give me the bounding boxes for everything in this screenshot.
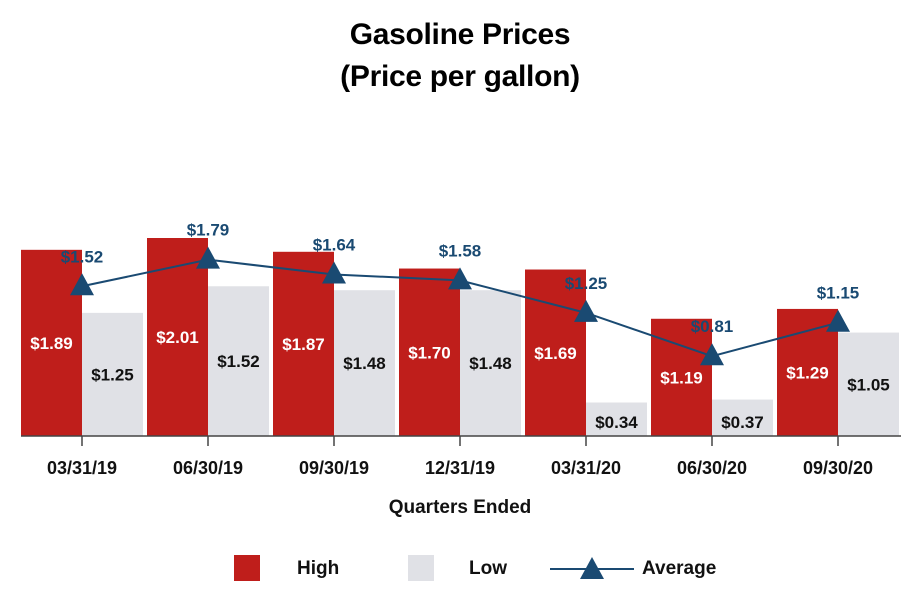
- bar-low: [208, 286, 269, 436]
- bar-low: [82, 312, 143, 436]
- x-tick-label: 06/30/20: [677, 458, 747, 478]
- x-tick-label: 06/30/19: [173, 458, 243, 478]
- legend-low-swatch: [408, 555, 434, 581]
- x-tick-label: 09/30/19: [299, 458, 369, 478]
- x-tick-label: 03/31/19: [47, 458, 117, 478]
- data-label-average: $1.52: [61, 247, 104, 266]
- x-tick-label: 12/31/19: [425, 458, 495, 478]
- data-label-high: $2.01: [156, 328, 199, 347]
- data-label-average: $1.64: [313, 235, 356, 254]
- bar-low: [460, 290, 521, 436]
- bar-low: [838, 332, 899, 436]
- legend-high-swatch: [234, 555, 260, 581]
- bar-high: [21, 249, 82, 436]
- average-marker: [448, 267, 472, 290]
- legend-average-label: Average: [642, 558, 717, 579]
- data-label-average: $1.58: [439, 241, 482, 260]
- data-label-high: $1.70: [408, 343, 451, 362]
- bar-low: [712, 399, 773, 436]
- legend-low-label: Low: [469, 558, 507, 579]
- data-label-low: $1.05: [847, 375, 890, 394]
- data-label-average: $1.25: [565, 274, 608, 293]
- average-marker: [574, 299, 598, 322]
- data-label-high: $1.19: [660, 368, 703, 387]
- data-label-low: $1.48: [343, 354, 386, 373]
- legend-average-marker: [550, 557, 634, 579]
- data-label-low: $1.52: [217, 352, 260, 371]
- x-tick-label: 09/30/20: [803, 458, 873, 478]
- data-label-low: $1.48: [469, 354, 512, 373]
- data-label-high: $1.87: [282, 335, 325, 354]
- data-label-average: $1.15: [817, 284, 860, 303]
- bar-low: [586, 402, 647, 436]
- data-label-average: $1.79: [187, 221, 230, 240]
- data-label-low: $0.37: [721, 413, 764, 432]
- x-axis-label: Quarters Ended: [389, 497, 532, 518]
- bar-high: [525, 269, 586, 436]
- data-label-high: $1.89: [30, 334, 73, 353]
- chart-title: Gasoline Prices: [349, 18, 571, 51]
- average-marker: [826, 309, 850, 332]
- bar-low: [334, 290, 395, 436]
- data-label-high: $1.29: [786, 363, 829, 382]
- average-marker: [322, 261, 346, 284]
- average-marker: [700, 343, 724, 366]
- data-label-high: $1.69: [534, 344, 577, 363]
- average-marker: [196, 246, 220, 269]
- legend-high-label: High: [297, 558, 340, 579]
- data-label-low: $0.34: [595, 413, 638, 432]
- x-tick-label: 03/31/20: [551, 458, 621, 478]
- bar-high: [399, 268, 460, 436]
- chart-subtitle: (Price per gallon): [340, 60, 580, 93]
- data-label-average: $0.81: [691, 317, 734, 336]
- average-marker: [70, 273, 94, 296]
- data-label-low: $1.25: [91, 365, 134, 384]
